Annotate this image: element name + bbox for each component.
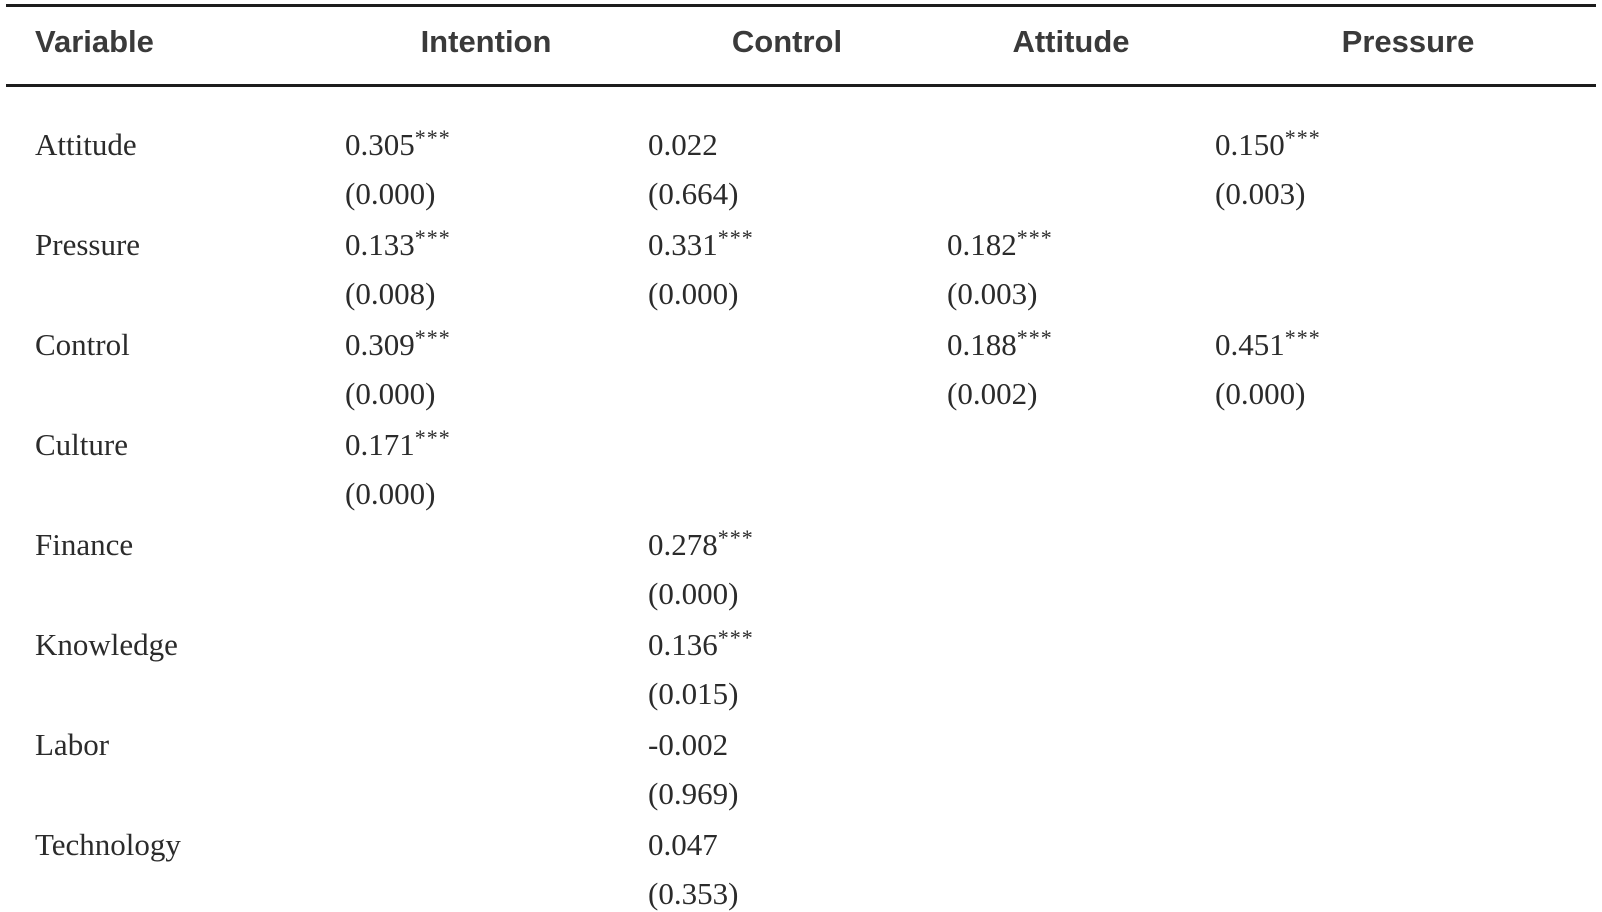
coefficient-cell: 0.278*** (0.000): [648, 520, 754, 618]
table-row-culture: Culture 0.171*** (0.000): [0, 420, 1602, 520]
coefficient-cell: 0.182*** (0.003): [947, 220, 1053, 318]
significance-stars: ***: [717, 225, 754, 250]
significance-stars: ***: [1016, 325, 1053, 350]
row-label: Finance: [35, 527, 134, 562]
p-value: (0.664): [648, 176, 739, 211]
p-value: (0.000): [648, 576, 739, 611]
p-value: (0.000): [1215, 376, 1306, 411]
coefficient-value: 0.451: [1215, 327, 1285, 362]
coefficient-value: 0.278: [648, 527, 718, 562]
significance-stars: ***: [414, 425, 451, 450]
coefficient-cell: 0.150*** (0.003): [1215, 120, 1321, 218]
p-value: (0.000): [648, 276, 739, 311]
table-row-labor: Labor -0.002 (0.969): [0, 720, 1602, 820]
p-value: (0.008): [345, 276, 436, 311]
row-label: Labor: [35, 727, 110, 762]
coefficient-cell: 0.305*** (0.000): [345, 120, 451, 218]
coefficient-cell: 0.022 (0.664): [648, 120, 738, 218]
p-value: (0.003): [1215, 176, 1306, 211]
coefficient-cell: 0.331*** (0.000): [648, 220, 754, 318]
table-row-attitude: Attitude 0.305*** (0.000) 0.022 (0.664) …: [0, 120, 1602, 220]
p-value: (0.002): [947, 376, 1038, 411]
table-body: Attitude 0.305*** (0.000) 0.022 (0.664) …: [0, 120, 1602, 912]
coefficient-value: -0.002: [648, 727, 729, 762]
p-value: (0.000): [345, 176, 436, 211]
column-header-control: Control: [731, 24, 843, 59]
coefficient-cell: 0.171*** (0.000): [345, 420, 451, 518]
significance-stars: ***: [1016, 225, 1053, 250]
table-row-finance: Finance 0.278*** (0.000): [0, 520, 1602, 620]
table-header-rule: [6, 84, 1596, 87]
coefficient-value: 0.331: [648, 227, 718, 262]
p-value: (0.000): [345, 376, 436, 411]
p-value: (0.015): [648, 676, 739, 711]
significance-stars: ***: [717, 525, 754, 550]
row-label: Culture: [35, 427, 128, 462]
column-header-pressure: Pressure: [1341, 24, 1475, 59]
coefficient-value: 0.305: [345, 127, 415, 162]
table-header-row: Variable Intention Control Attitude Pres…: [0, 0, 1602, 84]
coefficient-value: 0.047: [648, 827, 718, 862]
coefficient-value: 0.309: [345, 327, 415, 362]
coefficient-value: 0.133: [345, 227, 415, 262]
coefficient-cell: 0.133*** (0.008): [345, 220, 451, 318]
column-header-variable: Variable: [35, 24, 154, 59]
significance-stars: ***: [1284, 325, 1321, 350]
coefficient-cell: 0.309*** (0.000): [345, 320, 451, 418]
table-top-rule: [6, 4, 1596, 7]
significance-stars: ***: [1284, 125, 1321, 150]
row-label: Knowledge: [35, 627, 178, 662]
p-value: (0.353): [648, 876, 739, 911]
p-value: (0.000): [345, 476, 436, 511]
coefficient-value: 0.150: [1215, 127, 1285, 162]
coefficient-cell: -0.002 (0.969): [648, 720, 738, 818]
significance-stars: ***: [414, 125, 451, 150]
significance-stars: ***: [414, 325, 451, 350]
significance-stars: ***: [414, 225, 451, 250]
coefficient-value: 0.022: [648, 127, 718, 162]
table-row-knowledge: Knowledge 0.136*** (0.015): [0, 620, 1602, 720]
row-label: Technology: [35, 827, 181, 862]
column-header-intention: Intention: [420, 24, 552, 59]
coefficient-cell: 0.451*** (0.000): [1215, 320, 1321, 418]
coefficient-cell: 0.047 (0.353): [648, 820, 738, 912]
significance-stars: ***: [717, 625, 754, 650]
coefficient-value: 0.182: [947, 227, 1017, 262]
table-row-control: Control 0.309*** (0.000) 0.188*** (0.002…: [0, 320, 1602, 420]
column-header-attitude: Attitude: [1012, 24, 1130, 59]
table-row-pressure: Pressure 0.133*** (0.008) 0.331*** (0.00…: [0, 220, 1602, 320]
coefficient-value: 0.171: [345, 427, 415, 462]
coefficient-value: 0.188: [947, 327, 1017, 362]
p-value: (0.003): [947, 276, 1038, 311]
coefficient-cell: 0.136*** (0.015): [648, 620, 754, 718]
row-label: Attitude: [35, 127, 137, 162]
coefficient-cell: 0.188*** (0.002): [947, 320, 1053, 418]
table-row-technology: Technology 0.047 (0.353): [0, 820, 1602, 912]
p-value: (0.969): [648, 776, 739, 811]
coefficient-value: 0.136: [648, 627, 718, 662]
row-label: Pressure: [35, 227, 141, 262]
row-label: Control: [35, 327, 130, 362]
